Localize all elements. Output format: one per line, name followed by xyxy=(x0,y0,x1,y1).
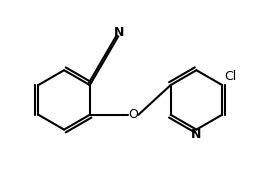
Text: Cl: Cl xyxy=(224,70,236,84)
Text: N: N xyxy=(114,26,125,39)
Text: N: N xyxy=(191,129,202,142)
Text: O: O xyxy=(128,108,138,121)
